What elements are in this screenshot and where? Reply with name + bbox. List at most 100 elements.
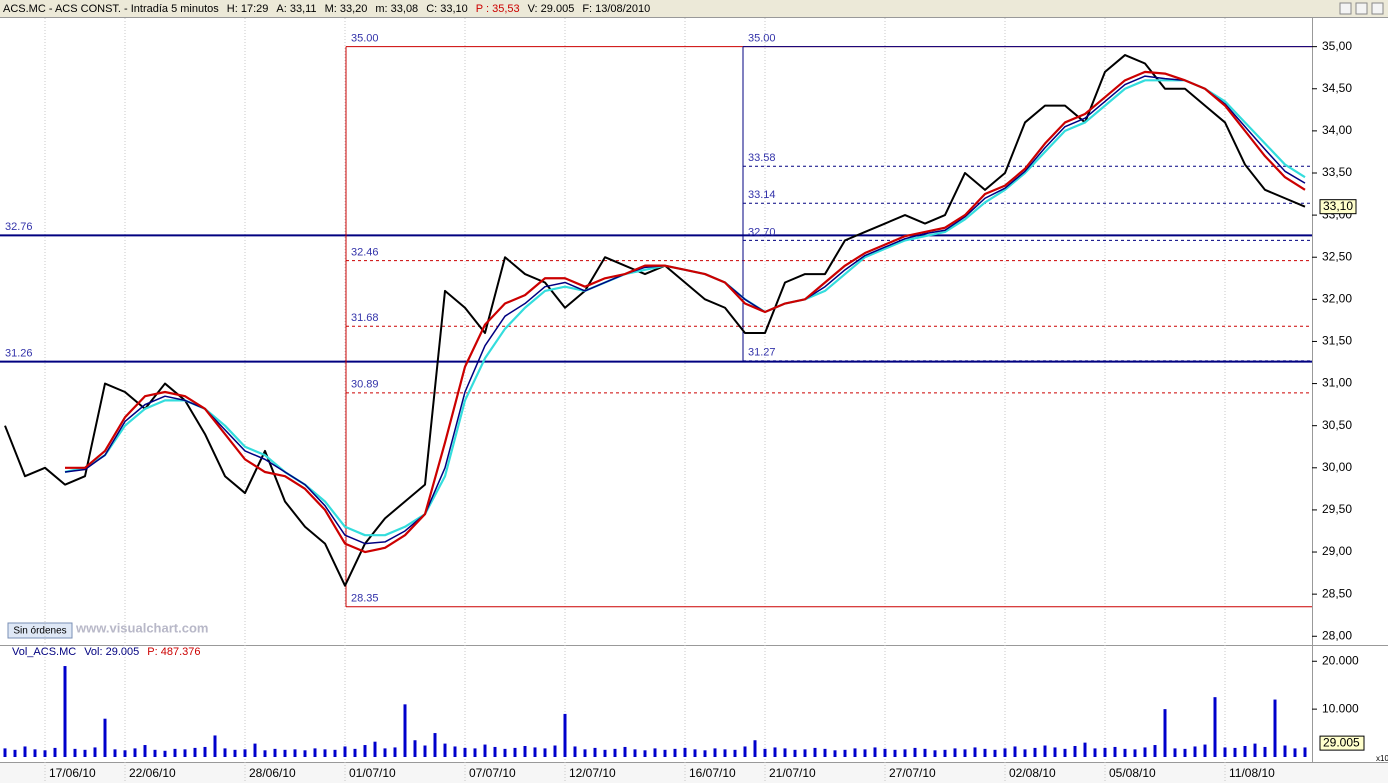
volume-bar (1183, 748, 1187, 757)
volume-bar (403, 704, 407, 757)
volume-bar (293, 749, 297, 757)
y-tick-label: 29,50 (1322, 502, 1352, 516)
volume-bar (1023, 749, 1027, 757)
volume-bar (753, 740, 757, 757)
volume-bar (923, 748, 927, 757)
volume-bar (183, 749, 187, 757)
price-line (4, 54, 1306, 587)
volume-bar (103, 718, 107, 757)
volume-bar (393, 747, 397, 757)
volume-bar (703, 750, 707, 757)
y-tick-label: 33,50 (1322, 165, 1352, 179)
x-tick-label: 02/08/10 (1009, 766, 1056, 780)
x-tick-label: 11/08/10 (1229, 766, 1275, 780)
watermark: www.visualchart.com (75, 620, 208, 635)
orders-button-label[interactable]: Sin órdenes (13, 626, 66, 637)
last-price-label: 33,10 (1323, 199, 1353, 213)
volume-bar (1253, 743, 1257, 757)
volume-bar (723, 749, 727, 757)
volume-bar (853, 748, 857, 757)
volume-bar (793, 749, 797, 757)
support-label: 32.76 (5, 221, 33, 233)
x-tick-label: 28/06/10 (249, 766, 296, 780)
y-tick-label: 31,50 (1322, 334, 1352, 348)
x-tick-label: 05/08/10 (1109, 766, 1156, 780)
volume-bar (273, 748, 277, 757)
header-field: H: 17:29 (227, 3, 269, 15)
x-tick-label: 12/07/10 (569, 766, 616, 780)
volume-bar (743, 746, 747, 757)
retracement-label: 35.00 (351, 33, 379, 45)
y-tick-label: 28,00 (1322, 628, 1352, 642)
retracement-label: 32.46 (351, 246, 379, 258)
volume-bar (1223, 747, 1227, 757)
volume-bar (13, 749, 17, 757)
x-tick-label: 16/07/10 (689, 766, 736, 780)
volume-bar (433, 733, 437, 757)
volume-bar (1053, 747, 1057, 757)
volume-bar (873, 747, 877, 757)
orders-button[interactable] (7, 622, 73, 639)
x-tick-label: 17/06/10 (49, 766, 96, 780)
volume-bar (903, 749, 907, 757)
volume-multiplier: x10 (1376, 754, 1388, 763)
volume-bar (913, 747, 917, 757)
volume-bar (453, 746, 457, 757)
volume-bar (133, 748, 137, 757)
y-tick-label: 34,50 (1322, 81, 1352, 95)
y-tick-label: 35,00 (1322, 39, 1352, 53)
volume-bar (63, 666, 67, 757)
volume-bar (1033, 747, 1037, 757)
volume-bar (973, 747, 977, 757)
volume-bar (553, 745, 557, 757)
volume-bar (503, 748, 507, 757)
volume-bar (223, 748, 227, 757)
volume-bar (623, 746, 627, 757)
volume-bar (353, 748, 357, 757)
header-field: P : 35,53 (476, 3, 520, 15)
volume-bar (93, 747, 97, 757)
volume-bar (1283, 745, 1287, 757)
y-tick-label: 30,00 (1322, 460, 1352, 474)
volume-bar (693, 749, 697, 757)
volume-bar (1093, 748, 1097, 757)
volume-bar (473, 748, 477, 757)
volume-bar (893, 749, 897, 757)
volume-bar (713, 748, 717, 757)
volume-bar (323, 749, 327, 757)
retracement-label: 32.70 (748, 226, 776, 238)
last-price-box (1319, 199, 1357, 215)
volume-bar (663, 749, 667, 757)
y-tick-label: 29,00 (1322, 544, 1352, 558)
header-field: m: 33,08 (375, 3, 418, 15)
volume-bar (493, 746, 497, 757)
volume-bar (73, 748, 77, 757)
volume-bar (233, 749, 237, 757)
volume-bar (863, 749, 867, 757)
volume-bar (783, 748, 787, 757)
volume-bar (933, 750, 937, 757)
volume-bar (213, 735, 217, 757)
volume-bar (1193, 746, 1197, 757)
y-tick-label: 20.000 (1322, 653, 1359, 667)
retracement-label: 30.89 (351, 379, 379, 391)
volume-bar (43, 750, 47, 757)
volume-bar (1133, 749, 1137, 757)
retracement-label: 31.27 (748, 347, 776, 359)
volume-bar (823, 748, 827, 757)
volume-bar (83, 749, 87, 757)
volume-bar (253, 743, 257, 757)
y-tick-label: 31,00 (1322, 376, 1352, 390)
volume-bar (123, 750, 127, 757)
volume-bar (173, 748, 177, 757)
volume-bar (943, 749, 947, 757)
close-button[interactable] (1371, 2, 1384, 15)
volume-bar (23, 746, 27, 757)
volume-bar (1083, 742, 1087, 757)
volume-bar (633, 749, 637, 757)
minimize-button[interactable] (1339, 2, 1352, 15)
window-controls[interactable] (1339, 2, 1384, 15)
maximize-button[interactable] (1355, 2, 1368, 15)
